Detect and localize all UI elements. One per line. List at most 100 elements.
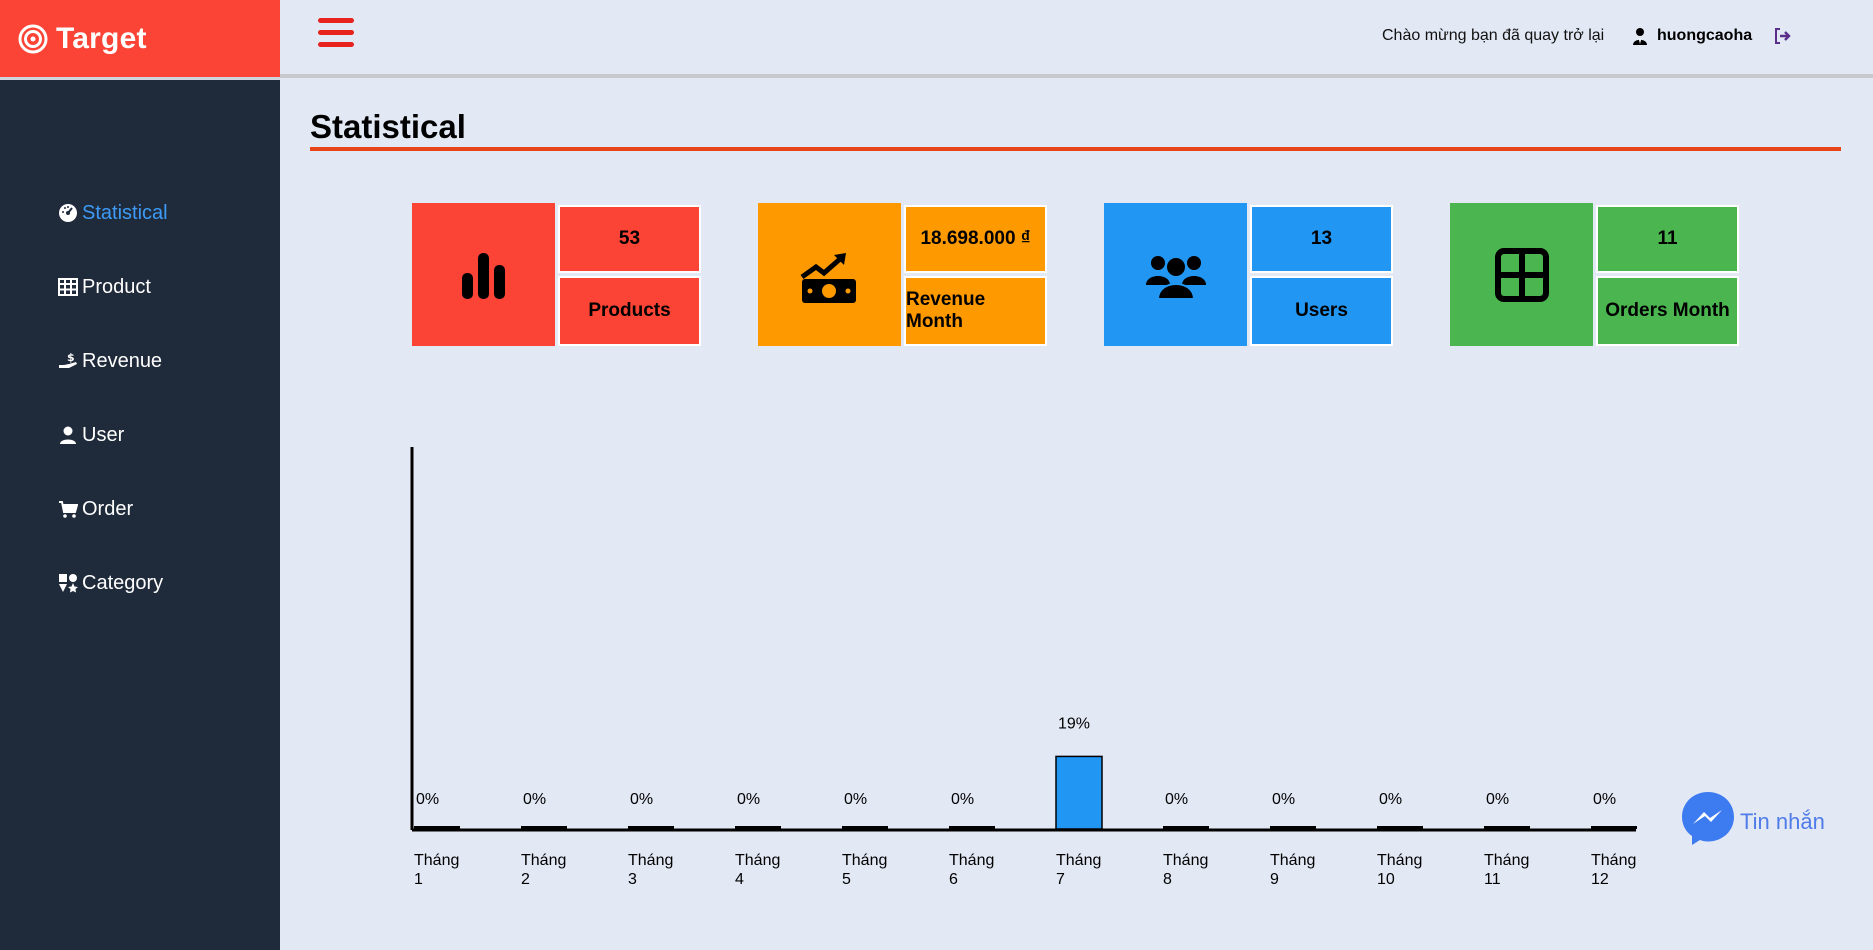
dashboard-icon	[59, 204, 77, 222]
bar-month-6	[949, 826, 995, 829]
bar-month-10	[1377, 826, 1423, 829]
bar-value-label: 0%	[523, 791, 546, 808]
bar-value-label: 0%	[1272, 791, 1295, 808]
x-tick-label: Tháng	[949, 852, 994, 869]
brand[interactable]: Target	[0, 0, 280, 77]
sidebar-item-label: Revenue	[82, 349, 163, 372]
sidebar-item-statistical[interactable]: Statistical	[58, 176, 168, 250]
messenger-button[interactable]: Tin nhắn	[1680, 790, 1825, 846]
bar-value-label: 0%	[630, 791, 653, 808]
brand-divider	[0, 77, 280, 80]
x-tick-number: 5	[842, 871, 851, 888]
stat-card-revenue: 18.698.000 ₫ Revenue Month	[758, 203, 1047, 346]
messenger-icon	[1682, 792, 1734, 845]
username[interactable]: huongcaoha	[1657, 27, 1753, 44]
card-label: Users	[1250, 276, 1393, 346]
card-label: Products	[558, 276, 701, 346]
card-value: 11	[1596, 205, 1739, 273]
money-trend-icon	[800, 252, 856, 303]
hand-money-icon: $	[59, 351, 77, 368]
sidebar-item-label: User	[82, 423, 125, 446]
sidebar-item-order[interactable]: Order	[58, 472, 168, 546]
top-header: Chào mừng bạn đã quay trở lại huongcaoha	[280, 0, 1873, 75]
x-tick-label: Tháng	[842, 852, 887, 869]
x-tick-label: Tháng	[628, 852, 673, 869]
sidebar-item-label: Product	[82, 275, 151, 298]
x-tick-number: 2	[521, 871, 530, 888]
x-tick-number: 3	[628, 871, 637, 888]
x-tick-number: 1	[414, 871, 423, 888]
brand-name: Target	[56, 21, 147, 55]
bar-month-1	[414, 826, 460, 829]
bar-value-label: 0%	[844, 791, 867, 808]
bar-value-label: 0%	[951, 791, 974, 808]
header-divider	[280, 74, 1873, 78]
x-tick-label: Tháng	[414, 852, 459, 869]
bar-month-4	[735, 826, 781, 829]
table-icon	[1494, 247, 1549, 302]
card-value: 13	[1250, 205, 1393, 273]
x-tick-label: Tháng	[521, 852, 566, 869]
sidebar-item-label: Category	[82, 571, 164, 594]
stat-card-products: 53 Products	[412, 203, 701, 346]
sidebar-item-label: Order	[82, 497, 134, 520]
sidebar-item-product[interactable]: Product	[58, 250, 168, 324]
bar-month-2	[521, 826, 567, 829]
card-label: Orders Month	[1596, 276, 1739, 346]
bar-month-5	[842, 826, 888, 829]
x-tick-number: 10	[1377, 871, 1395, 888]
cart-icon	[59, 501, 78, 518]
x-tick-number: 11	[1484, 871, 1501, 888]
bar-month-9	[1270, 826, 1316, 829]
sidebar: Statistical Product $ Revenue User	[0, 80, 280, 950]
x-tick-number: 6	[949, 871, 958, 888]
x-tick-number: 7	[1056, 871, 1065, 888]
card-icon-box	[758, 203, 901, 346]
x-tick-number: 9	[1270, 871, 1279, 888]
bar-value-label: 0%	[1593, 791, 1616, 808]
x-tick-number: 12	[1591, 871, 1609, 888]
card-icon-box	[1104, 203, 1247, 346]
x-tick-label: Tháng	[1484, 852, 1529, 869]
x-tick-number: 4	[735, 871, 744, 888]
grid-icon	[58, 278, 78, 296]
x-tick-number: 8	[1163, 871, 1172, 888]
users-icon	[1145, 255, 1206, 300]
bar-month-11	[1484, 826, 1530, 829]
stat-card-orders: 11 Orders Month	[1450, 203, 1739, 346]
x-tick-label: Tháng	[1377, 852, 1422, 869]
category-icon	[59, 574, 78, 593]
user-tie-icon	[1633, 28, 1647, 45]
bar-value-label: 0%	[1379, 791, 1402, 808]
sidebar-item-category[interactable]: Category	[58, 546, 168, 620]
bar-month-3	[628, 826, 674, 829]
bar-value-label: 0%	[737, 791, 760, 808]
bar-value-label: 0%	[1486, 791, 1509, 808]
sidebar-item-label: Statistical	[82, 201, 168, 224]
target-logo-icon	[18, 24, 48, 53]
stat-card-users: 13 Users	[1104, 203, 1393, 346]
bar-month-7	[1055, 755, 1103, 830]
card-value: 53	[558, 205, 701, 273]
bar-month-8	[1163, 826, 1209, 829]
logout-icon[interactable]	[1774, 28, 1792, 44]
x-tick-label: Tháng	[735, 852, 780, 869]
sidebar-item-user[interactable]: User	[58, 398, 168, 472]
bar-month-12	[1591, 826, 1637, 829]
page-title: Statistical	[310, 108, 466, 145]
x-tick-label: Tháng	[1056, 852, 1101, 869]
card-label: Revenue Month	[904, 276, 1047, 346]
x-tick-label: Tháng	[1591, 852, 1636, 869]
card-icon-box	[1450, 203, 1593, 346]
card-icon-box	[412, 203, 555, 346]
user-icon	[60, 426, 76, 444]
x-tick-label: Tháng	[1163, 852, 1208, 869]
messenger-label: Tin nhắn	[1740, 809, 1825, 834]
sidebar-nav: Statistical Product $ Revenue User	[58, 176, 168, 620]
bar-value-label: 0%	[416, 791, 439, 808]
monthly-bar-chart: 0% Tháng 1 0% Tháng 2 0% Tháng 3 0% Tháng 4 0% Tháng 5…	[410, 447, 1637, 888]
hamburger-menu-button[interactable]	[318, 18, 354, 54]
x-tick-label: Tháng	[1270, 852, 1315, 869]
welcome-text: Chào mừng bạn đã quay trở lại	[1382, 27, 1605, 44]
sidebar-item-revenue[interactable]: $ Revenue	[58, 324, 168, 398]
